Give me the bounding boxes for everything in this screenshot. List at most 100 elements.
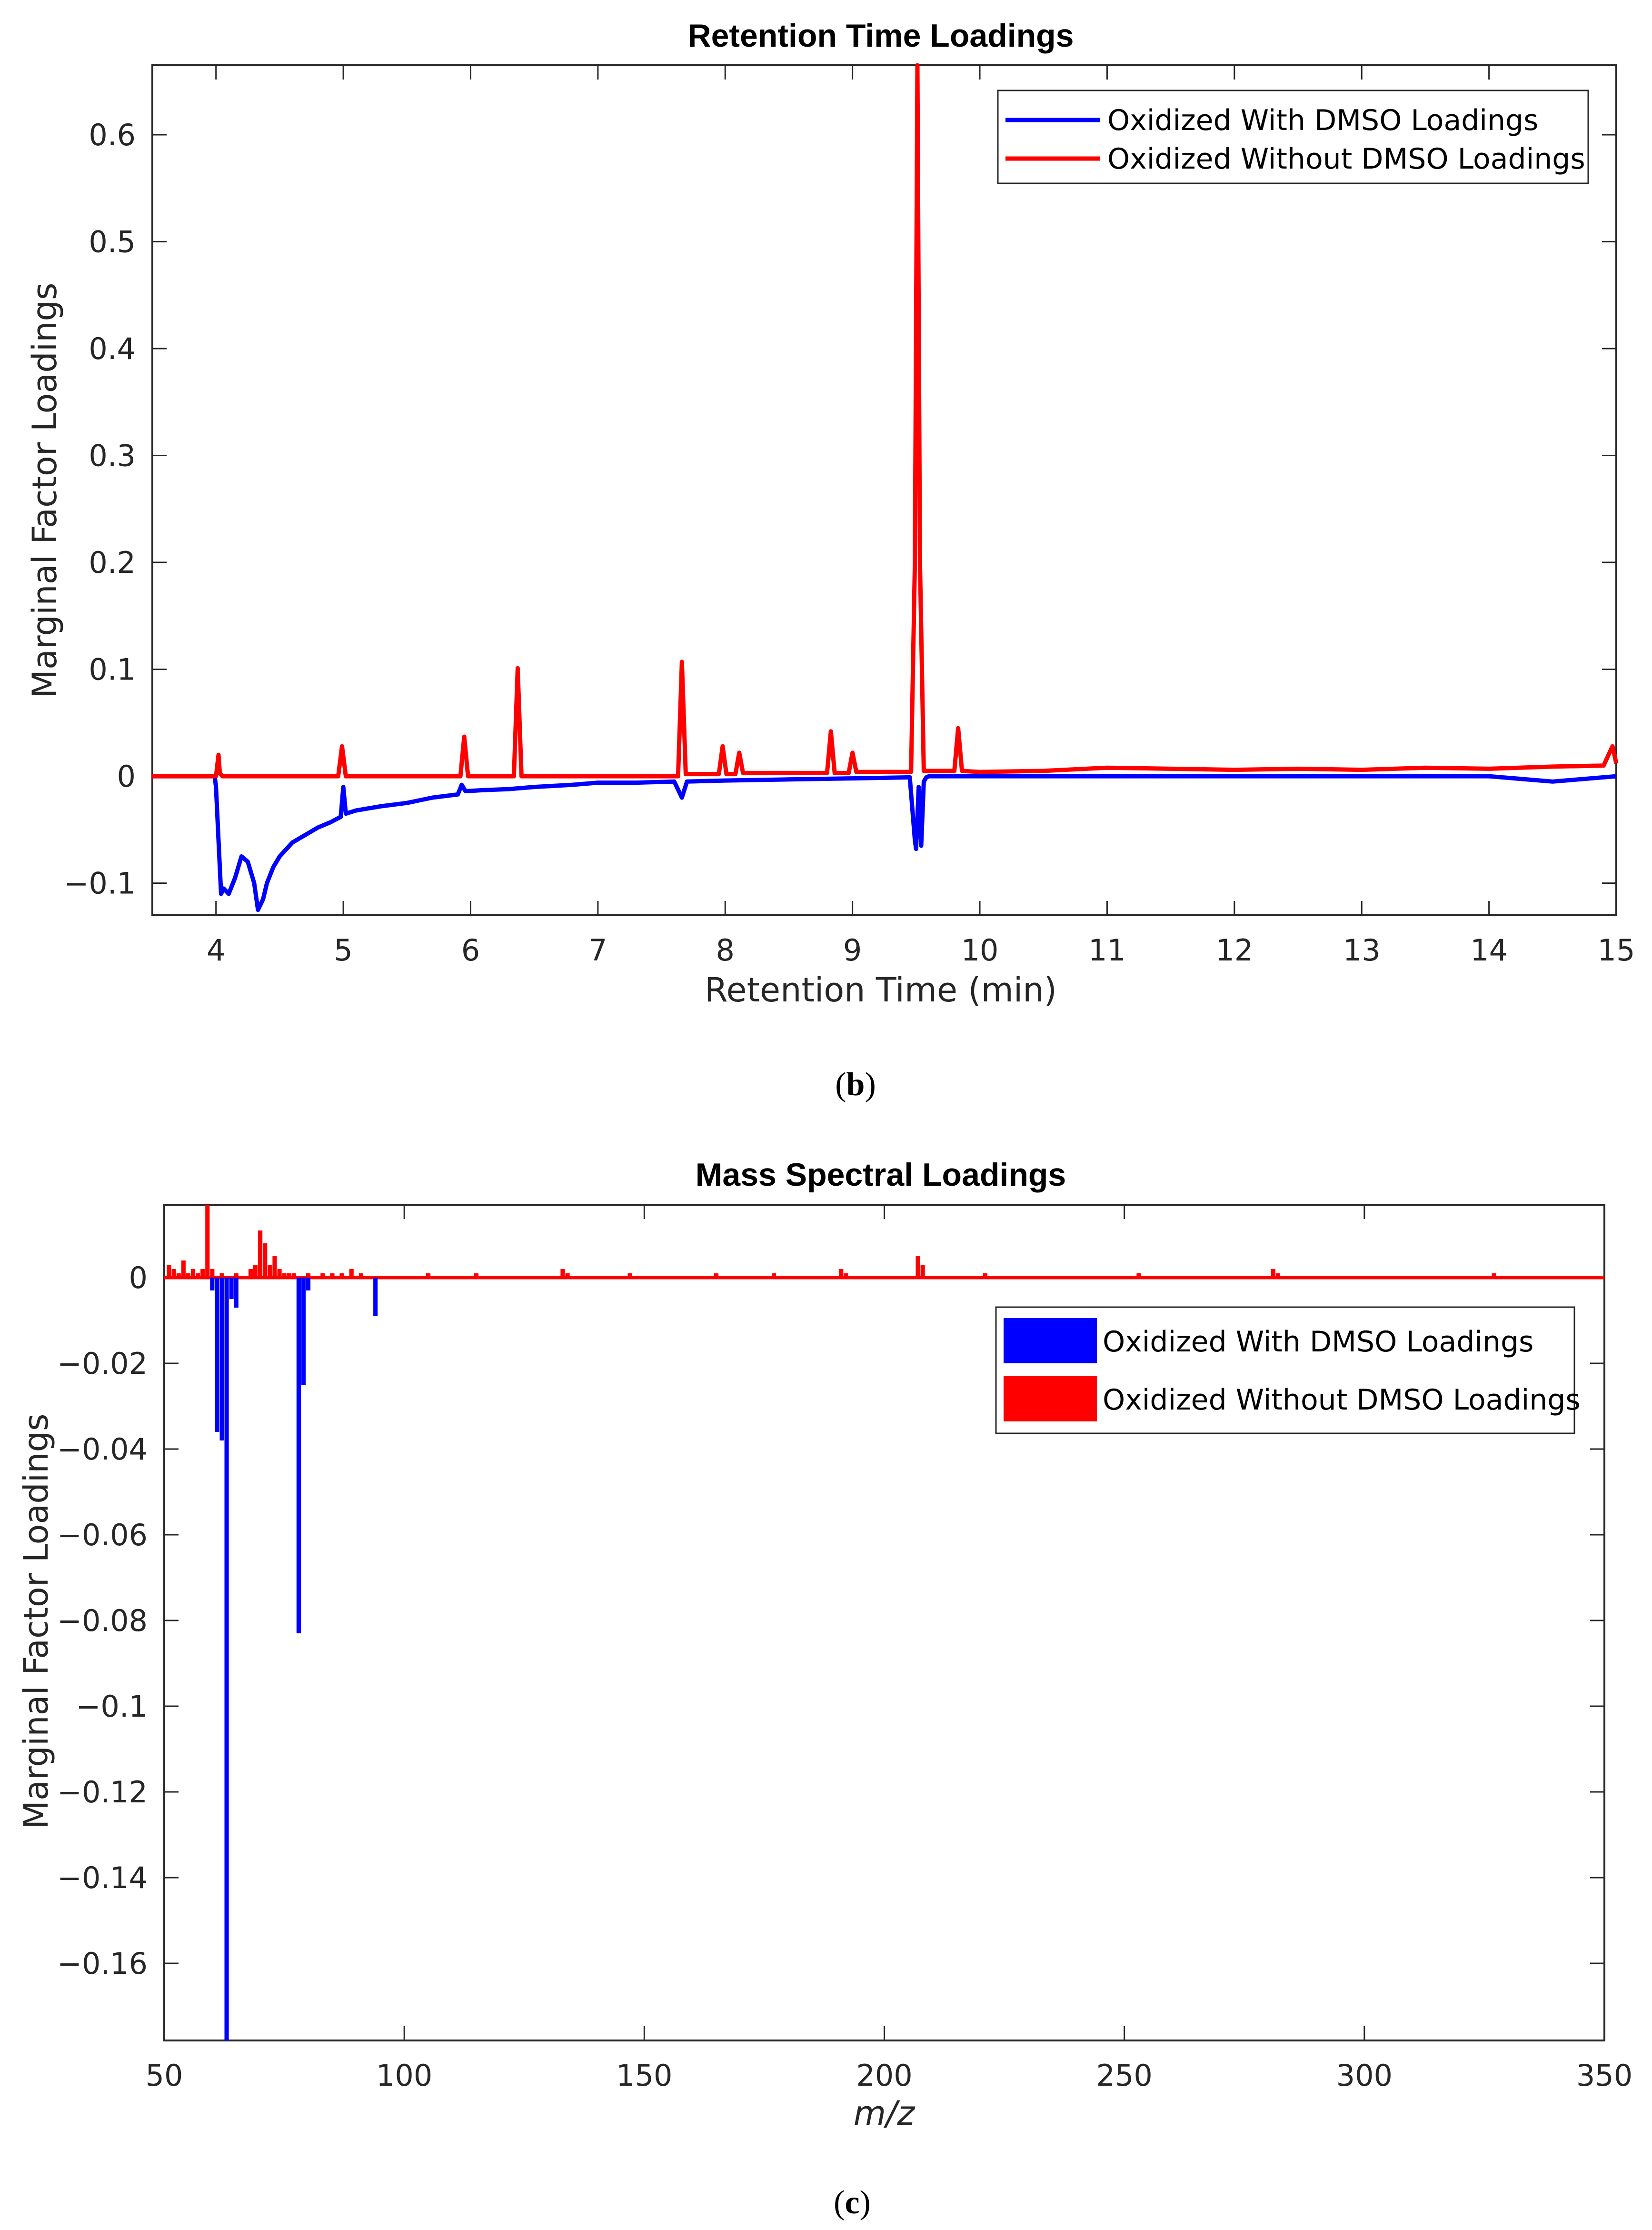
bar-without-dmso	[171, 1269, 176, 1278]
chart-b-series	[152, 63, 1619, 912]
series-line-without-dmso	[152, 63, 1619, 779]
bar-without-dmso	[339, 1273, 344, 1278]
mass-spectral-chart: Mass Spectral Loadings 50 100 150 200 250 300…	[17, 1157, 1632, 2221]
bar-without-dmso	[176, 1273, 181, 1278]
bar-without-dmso	[474, 1273, 478, 1278]
x-tick-label: 15	[1598, 933, 1635, 968]
chart-b-xlabel: Retention Time (min)	[705, 970, 1057, 1010]
bar-without-dmso	[167, 1265, 171, 1278]
bar-with-dmso	[229, 1278, 234, 1299]
x-tick-label: 5	[334, 933, 352, 968]
bar-without-dmso	[839, 1269, 844, 1278]
chart-c-title: Mass Spectral Loadings	[696, 1157, 1066, 1193]
bar-with-dmso	[373, 1278, 378, 1316]
bar-with-dmso	[219, 1278, 224, 1440]
x-tick-label: 11	[1088, 933, 1126, 968]
x-tick-label: 9	[843, 933, 862, 968]
x-tick-label: 14	[1470, 933, 1508, 968]
bar-without-dmso	[920, 1265, 925, 1278]
chart-c-plot-frame	[163, 1204, 1605, 2041]
chart-b-caption-letter: b	[846, 1066, 865, 1103]
chart-c-legend-swatch-with-dmso	[1004, 1318, 1097, 1363]
bar-with-dmso	[210, 1278, 215, 1290]
x-tick-label: 6	[461, 933, 480, 968]
y-tick-label: 0.6	[89, 118, 136, 152]
bar-without-dmso	[181, 1260, 186, 1278]
bar-without-dmso	[287, 1273, 291, 1278]
bar-without-dmso	[272, 1256, 277, 1278]
y-tick-label: 0	[117, 759, 136, 794]
bar-without-dmso	[1136, 1273, 1141, 1278]
chart-c-legend-label-without-dmso: Oxidized Without DMSO Loadings	[1103, 1383, 1581, 1417]
bar-without-dmso	[200, 1269, 205, 1278]
x-tick-label: 13	[1343, 933, 1381, 968]
chart-c-series	[164, 1205, 1604, 2040]
bar-without-dmso	[263, 1243, 268, 1278]
chart-b-title: Retention Time Loadings	[687, 18, 1074, 54]
chart-b-caption: (b)	[835, 1066, 876, 1103]
chart-b-ticks: 4 5 6 7 8 9 10 11 12 13 14 15 −0.1 0 0.1 0.2 0.3 0.4 0.5 0.…	[64, 65, 1635, 968]
y-tick-label: −0.08	[57, 1603, 148, 1638]
x-tick-label: 4	[207, 933, 225, 968]
chart-b-legend-label-without-dmso: Oxidized Without DMSO Loadings	[1107, 142, 1585, 176]
bar-without-dmso	[358, 1273, 363, 1278]
y-tick-label: −0.06	[57, 1518, 148, 1552]
chart-b-legend-box	[997, 90, 1589, 184]
bar-without-dmso	[253, 1265, 258, 1278]
bar-without-dmso	[565, 1273, 570, 1278]
y-tick-label: 0.3	[89, 439, 136, 473]
bar-with-dmso	[301, 1278, 306, 1385]
bar-without-dmso	[1275, 1273, 1280, 1278]
bar-with-dmso	[296, 1278, 301, 1633]
y-tick-label: −0.1	[64, 866, 136, 901]
bar-without-dmso	[916, 1256, 920, 1278]
chart-c-legend: Oxidized With DMSO Loadings Oxidized Wit…	[995, 1306, 1581, 1434]
y-tick-label: −0.1	[76, 1689, 148, 1724]
chart-c-ylabel: Marginal Factor Loadings	[17, 1414, 56, 1830]
x-tick-label: 300	[1336, 2058, 1393, 2093]
chart-c-legend-swatch-without-dmso	[1004, 1376, 1097, 1421]
bar-without-dmso	[196, 1273, 200, 1278]
bar-without-dmso	[249, 1269, 253, 1278]
y-tick-label: −0.12	[57, 1775, 148, 1810]
bar-with-dmso	[234, 1278, 239, 1308]
x-tick-label: 150	[616, 2058, 672, 2093]
y-tick-label: −0.02	[57, 1346, 148, 1381]
bar-without-dmso	[1492, 1273, 1496, 1278]
x-tick-label: 100	[376, 2058, 432, 2093]
bar-without-dmso	[268, 1265, 272, 1278]
chart-c-xlabel: m/z	[854, 2094, 916, 2133]
bar-without-dmso	[330, 1273, 335, 1278]
y-tick-label: 0.4	[89, 331, 136, 366]
x-tick-label: 10	[961, 933, 999, 968]
y-tick-label: 0.5	[89, 224, 136, 259]
bar-without-dmso	[234, 1273, 239, 1278]
bar-without-dmso	[627, 1273, 632, 1278]
chart-b-plot-frame	[151, 64, 1617, 916]
bar-without-dmso	[1271, 1269, 1275, 1278]
bar-without-dmso	[186, 1273, 190, 1278]
chart-c-ticks: 50 100 150 200 250 300 350 −0.16 −0.14 −0.12 −0.1 −…	[57, 1205, 1632, 2093]
chart-c-legend-label-with-dmso: Oxidized With DMSO Loadings	[1103, 1325, 1533, 1359]
chart-c-caption: (c)	[834, 2184, 871, 2221]
bar-without-dmso	[191, 1269, 196, 1278]
bar-without-dmso	[320, 1273, 325, 1278]
x-tick-label: 8	[716, 933, 735, 968]
chart-b-legend: Oxidized With DMSO Loadings Oxidized Wit…	[997, 90, 1589, 184]
x-tick-label: 250	[1096, 2058, 1152, 2093]
y-tick-label: −0.16	[57, 1946, 148, 1981]
chart-b-legend-label-with-dmso: Oxidized With DMSO Loadings	[1107, 104, 1538, 137]
bar-without-dmso	[210, 1269, 215, 1278]
bar-without-dmso	[349, 1269, 354, 1278]
bar-without-dmso	[714, 1273, 719, 1278]
bar-without-dmso	[306, 1273, 311, 1278]
bar-with-dmso	[215, 1278, 219, 1432]
bar-without-dmso	[560, 1269, 565, 1278]
bar-without-dmso	[205, 1205, 210, 1278]
series-line-with-dmso	[152, 774, 1617, 912]
y-tick-label: −0.14	[57, 1860, 148, 1895]
x-tick-label: 350	[1576, 2058, 1632, 2093]
chart-b-ylabel: Marginal Factor Loadings	[25, 283, 64, 699]
y-tick-label: −0.04	[57, 1432, 148, 1467]
